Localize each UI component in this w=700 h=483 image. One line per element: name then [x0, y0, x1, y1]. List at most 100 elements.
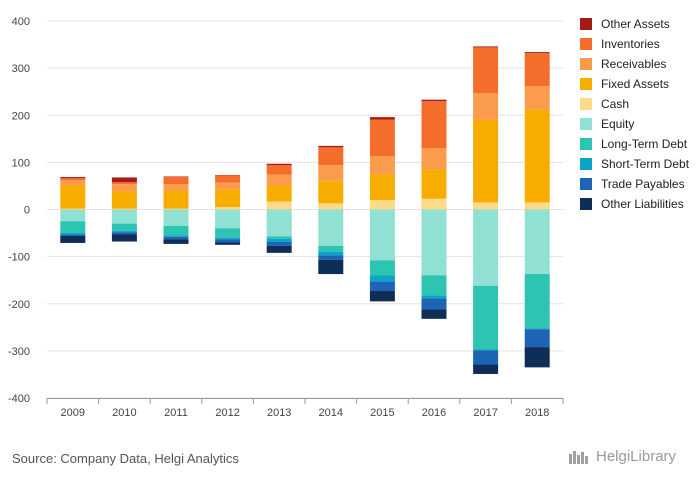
- legend-swatch: [580, 158, 592, 170]
- brand-logo: HelgiLibrary: [568, 448, 676, 465]
- x-tick-label: 2013: [267, 407, 291, 419]
- bar-segment: [215, 175, 241, 183]
- legend-label: Inventories: [601, 37, 660, 51]
- bar-segment: [60, 180, 86, 185]
- bar-segment: [421, 148, 447, 170]
- bar-segment: [421, 275, 447, 296]
- bar-segment: [266, 245, 292, 253]
- x-tick-label: 2010: [112, 407, 136, 419]
- bar-segment: [266, 242, 292, 246]
- chart-legend: Other Assets Inventories Receivables Fixed …: [580, 14, 689, 214]
- bar-segment: [369, 117, 395, 120]
- bar-segment: [266, 174, 292, 186]
- legend-item: Inventories: [580, 34, 689, 54]
- x-tick-label: 2009: [61, 407, 85, 419]
- bar-segment: [163, 225, 189, 236]
- bar-segment: [369, 260, 395, 276]
- bar-segment: [111, 232, 137, 235]
- bar-segment: [60, 221, 86, 234]
- bar-segment: [473, 209, 499, 286]
- bar-segment: [318, 203, 344, 210]
- legend-item: Cash: [580, 94, 689, 114]
- bar-segment: [163, 208, 189, 210]
- bar-segment: [318, 165, 344, 181]
- bar-segment: [163, 239, 189, 244]
- legend-label: Other Assets: [601, 17, 670, 31]
- bar-segment: [421, 99, 447, 102]
- bar-segment: [60, 235, 86, 243]
- bar-segment: [215, 239, 241, 243]
- bar-segment: [60, 233, 86, 235]
- bar-segment: [421, 169, 447, 199]
- bar-segment: [473, 364, 499, 374]
- legend-label: Other Liabilities: [601, 197, 684, 211]
- bar-segment: [111, 234, 137, 242]
- bar-segment: [60, 184, 86, 209]
- x-tick-label: 2018: [525, 407, 549, 419]
- bar-segment: [473, 349, 499, 351]
- library-icon: [569, 450, 588, 464]
- legend-swatch: [580, 98, 592, 110]
- bar-segment: [60, 176, 86, 178]
- bar-segment: [524, 53, 550, 87]
- bar-segment: [111, 209, 137, 224]
- legend-label: Equity: [601, 117, 635, 131]
- legend-swatch: [580, 118, 592, 130]
- bar-segment: [421, 209, 447, 276]
- y-tick-label: 400: [12, 16, 30, 28]
- x-tick-label: 2016: [422, 407, 446, 419]
- bar-segment: [369, 200, 395, 210]
- legend-label: Trade Payables: [601, 177, 685, 191]
- bar-segment: [421, 198, 447, 210]
- legend-swatch: [580, 198, 592, 210]
- bar-segment: [111, 191, 137, 209]
- bar-segment: [266, 209, 292, 237]
- bar-segment: [369, 281, 395, 292]
- bar-segment: [473, 202, 499, 210]
- bar-segment: [111, 223, 137, 231]
- bar-segment: [215, 242, 241, 245]
- legend-swatch: [580, 18, 592, 30]
- legend-item: Other Liabilities: [580, 194, 689, 214]
- bar-segment: [318, 145, 344, 148]
- bar-segment: [524, 329, 550, 348]
- bar-segment: [318, 255, 344, 260]
- bar-segment: [215, 189, 241, 208]
- bar-segment: [60, 209, 86, 222]
- legend-label: Fixed Assets: [601, 77, 670, 91]
- bar-segment: [60, 208, 86, 210]
- bar-segment: [318, 259, 344, 275]
- legend-item: Fixed Assets: [580, 74, 689, 94]
- legend-item: Short-Term Debt: [580, 154, 689, 174]
- y-tick-label: 200: [12, 110, 30, 122]
- bar-segment: [266, 201, 292, 210]
- brand-name: HelgiLibrary: [596, 448, 677, 465]
- legend-swatch: [580, 78, 592, 90]
- bar-segment: [266, 163, 292, 166]
- bar-segment: [473, 285, 499, 350]
- bar-segment: [111, 177, 137, 183]
- y-tick-label: -400: [8, 393, 30, 405]
- legend-swatch: [580, 38, 592, 50]
- x-tick-label: 2011: [164, 407, 188, 419]
- bar-segment: [473, 119, 499, 203]
- bar-segment: [163, 236, 189, 240]
- bar-segment: [524, 347, 550, 368]
- bar-segment: [215, 237, 241, 240]
- bar-segment: [215, 209, 241, 229]
- y-tick-label: 100: [12, 157, 30, 169]
- bar-segment: [421, 309, 447, 319]
- y-tick-label: 300: [12, 63, 30, 75]
- bar-segment: [111, 182, 137, 185]
- bar-segment: [163, 190, 189, 209]
- legend-label: Short-Term Debt: [601, 157, 690, 171]
- bar-segment: [524, 209, 550, 275]
- x-tick-label: 2014: [319, 407, 343, 419]
- bar-segment: [369, 156, 395, 175]
- bar-segment: [266, 185, 292, 202]
- bar-segment: [215, 182, 241, 190]
- bar-segment: [369, 275, 395, 282]
- bar-segment: [369, 119, 395, 157]
- bar-segment: [215, 228, 241, 238]
- x-tick-label: 2015: [370, 407, 394, 419]
